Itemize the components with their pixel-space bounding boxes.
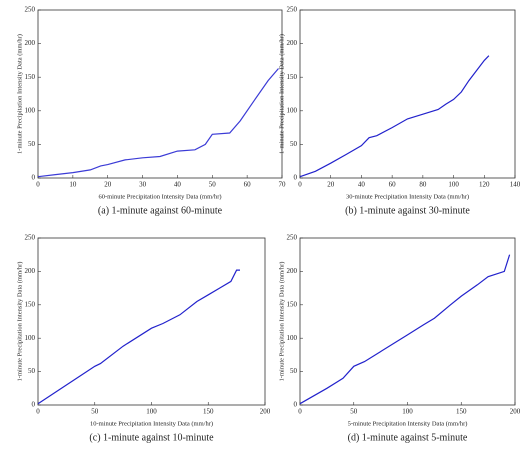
x-tick-label: 200 xyxy=(510,408,521,416)
x-tick-label: 100 xyxy=(402,408,413,416)
caption: (a) 1-minute against 60-minute xyxy=(98,205,223,216)
x-tick-label: 30 xyxy=(139,181,147,189)
y-tick-label: 150 xyxy=(287,300,298,308)
y-tick-label: 150 xyxy=(287,73,298,81)
y-tick-label: 50 xyxy=(28,140,36,148)
x-tick-label: 40 xyxy=(358,181,366,189)
x-tick-label: 0 xyxy=(298,408,302,416)
y-tick-label: 250 xyxy=(287,234,298,242)
x-tick-label: 0 xyxy=(36,181,40,189)
y-tick-label: 250 xyxy=(25,6,36,14)
y-tick-label: 200 xyxy=(25,39,36,47)
y-axis-label: 1-minute Precipitation Intensity Data (m… xyxy=(16,34,23,154)
y-tick-label: 250 xyxy=(287,6,298,14)
x-axis-label: 30-minute Precipitation Intensity Data (… xyxy=(346,193,469,200)
x-tick-label: 100 xyxy=(448,181,459,189)
caption: (b) 1-minute against 30-minute xyxy=(345,205,470,216)
x-tick-label: 60 xyxy=(244,181,252,189)
x-tick-label: 150 xyxy=(456,408,467,416)
caption: (c) 1-minute against 10-minute xyxy=(89,432,214,443)
x-tick-label: 150 xyxy=(203,408,214,416)
data-line xyxy=(299,55,490,178)
x-tick-label: 140 xyxy=(510,181,521,189)
y-tick-label: 50 xyxy=(290,140,298,148)
y-tick-label: 200 xyxy=(25,267,36,275)
y-tick-label: 150 xyxy=(25,300,36,308)
caption: (d) 1-minute against 5-minute xyxy=(348,432,468,443)
y-tick-label: 200 xyxy=(287,39,298,47)
axes-box xyxy=(299,9,516,179)
x-axis-label: 5-minute Precipitation Intensity Data (m… xyxy=(348,420,468,427)
x-tick-label: 60 xyxy=(389,181,397,189)
x-tick-label: 0 xyxy=(36,408,40,416)
y-tick-label: 0 xyxy=(294,174,298,182)
x-tick-label: 20 xyxy=(327,181,335,189)
x-axis-label: 60-minute Precipitation Intensity Data (… xyxy=(98,193,221,200)
y-tick-label: 0 xyxy=(32,401,36,409)
x-tick-label: 50 xyxy=(209,181,217,189)
x-axis-label: 10-minute Precipitation Intensity Data (… xyxy=(90,420,213,427)
x-tick-label: 40 xyxy=(174,181,182,189)
y-tick-label: 150 xyxy=(25,73,36,81)
y-tick-label: 100 xyxy=(25,334,36,342)
data-line xyxy=(37,269,240,405)
x-tick-label: 120 xyxy=(479,181,490,189)
x-tick-label: 10 xyxy=(69,181,77,189)
x-tick-label: 50 xyxy=(91,408,99,416)
y-tick-label: 0 xyxy=(32,174,36,182)
y-axis-label: 1-minute Precipitation Intensity Data (m… xyxy=(16,262,23,382)
x-tick-label: 0 xyxy=(298,181,302,189)
axes-box xyxy=(299,237,516,406)
x-tick-label: 70 xyxy=(279,181,287,189)
x-tick-label: 80 xyxy=(419,181,427,189)
data-line xyxy=(37,68,279,178)
y-tick-label: 100 xyxy=(25,106,36,114)
x-tick-label: 200 xyxy=(260,408,271,416)
x-tick-label: 50 xyxy=(350,408,358,416)
y-axis-label: 1-minute Precipitation Intensity Data (m… xyxy=(278,34,285,154)
y-tick-label: 250 xyxy=(25,234,36,242)
y-tick-label: 0 xyxy=(294,401,298,409)
y-tick-label: 100 xyxy=(287,106,298,114)
axes-box xyxy=(37,237,266,406)
y-tick-label: 50 xyxy=(28,367,36,375)
y-tick-label: 200 xyxy=(287,267,298,275)
axes-box xyxy=(37,9,283,179)
y-tick-label: 50 xyxy=(290,367,298,375)
x-tick-label: 100 xyxy=(146,408,157,416)
x-tick-label: 20 xyxy=(104,181,112,189)
y-tick-label: 100 xyxy=(287,334,298,342)
data-line xyxy=(299,254,511,405)
y-axis-label: 1-minute Precipitation Intensity Data (m… xyxy=(278,262,285,382)
